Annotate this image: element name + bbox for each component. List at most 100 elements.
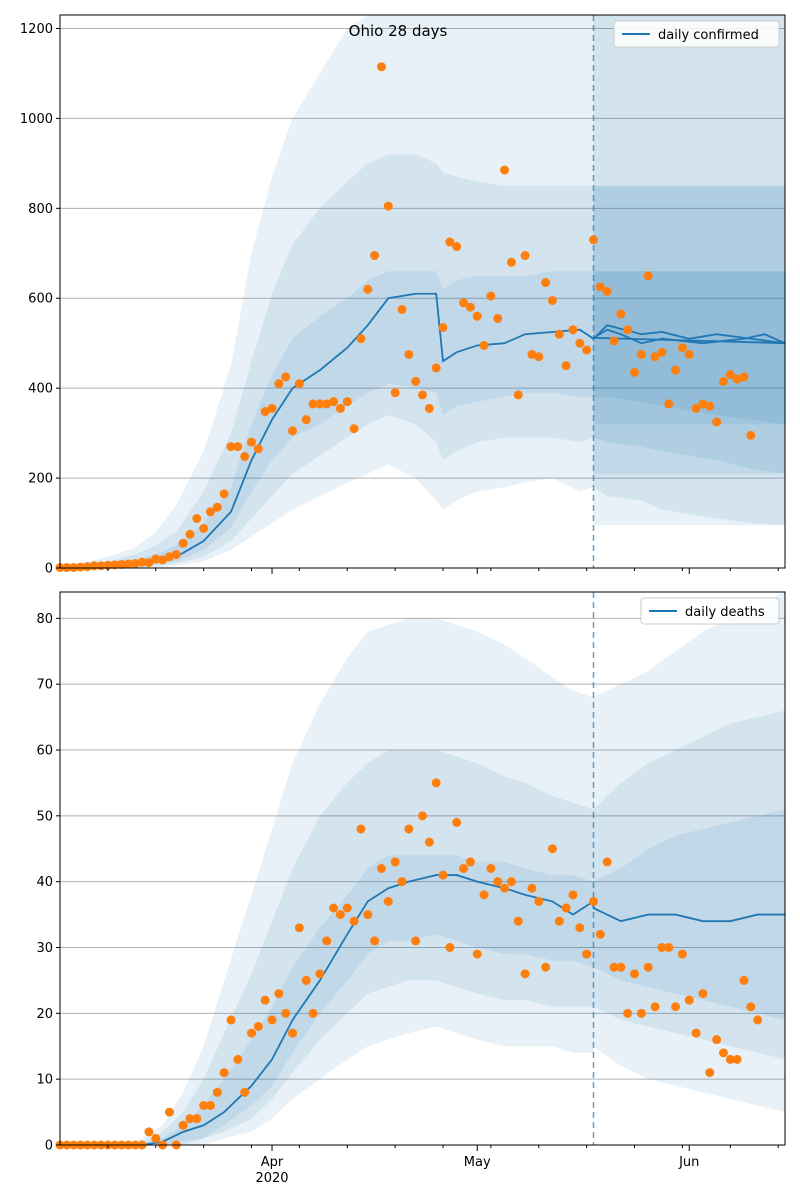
data-point xyxy=(616,309,626,319)
data-point xyxy=(308,399,318,409)
y-tick-label: 80 xyxy=(36,612,53,627)
data-point xyxy=(253,444,263,454)
data-point xyxy=(404,824,414,834)
data-point xyxy=(547,844,557,854)
data-point xyxy=(725,1054,735,1064)
data-point xyxy=(582,345,592,355)
data-point xyxy=(561,903,571,913)
data-point xyxy=(493,877,503,887)
forecast-band xyxy=(593,592,785,1113)
data-point xyxy=(212,1087,222,1097)
data-point xyxy=(397,304,407,314)
data-point xyxy=(486,291,496,301)
data-point xyxy=(664,399,674,409)
data-point xyxy=(199,1101,209,1110)
data-point xyxy=(349,916,359,926)
data-point xyxy=(561,361,571,371)
data-point xyxy=(397,877,407,887)
data-point xyxy=(281,372,291,382)
y-tick-label: 20 xyxy=(36,1007,53,1022)
data-point xyxy=(411,376,421,386)
data-point xyxy=(424,403,434,413)
data-point xyxy=(219,1068,229,1078)
legend-label: daily deaths xyxy=(685,605,765,620)
x-tick-label: Apr xyxy=(261,1155,284,1170)
forecast-band xyxy=(593,710,785,1060)
uncertainty-band xyxy=(60,618,594,1145)
forecast-band xyxy=(593,809,785,1020)
data-point xyxy=(76,562,86,572)
data-point xyxy=(472,949,482,959)
axes-frame xyxy=(59,591,786,1146)
data-point xyxy=(541,962,551,972)
data-point xyxy=(151,554,161,564)
y-tick-label: 70 xyxy=(36,678,53,693)
data-point xyxy=(602,857,612,867)
data-point xyxy=(657,943,667,952)
data-point xyxy=(554,329,564,339)
data-point xyxy=(520,969,530,979)
data-point xyxy=(718,1048,728,1058)
data-point xyxy=(322,936,332,946)
data-point xyxy=(356,334,366,344)
data-point xyxy=(465,857,475,867)
y-tick-label: 60 xyxy=(36,744,53,759)
data-point xyxy=(506,877,516,887)
data-point xyxy=(616,962,626,972)
data-point xyxy=(424,837,434,847)
data-point xyxy=(376,62,386,72)
y-tick-label: 0 xyxy=(45,562,53,577)
x-tick-label: May xyxy=(464,1155,491,1170)
data-point xyxy=(513,916,523,926)
data-point xyxy=(445,237,455,247)
data-point xyxy=(123,559,133,569)
data-point xyxy=(534,352,544,362)
y-tick-label: 0 xyxy=(45,1139,53,1154)
data-point xyxy=(376,864,386,873)
data-point xyxy=(643,271,653,281)
data-point xyxy=(390,388,400,398)
figure-title: Ohio 28 days xyxy=(349,22,448,40)
data-point xyxy=(575,338,585,348)
data-point xyxy=(500,165,510,175)
data-point xyxy=(677,343,687,353)
data-point xyxy=(459,298,469,308)
data-point xyxy=(691,1028,701,1038)
data-point xyxy=(636,1008,646,1018)
data-point xyxy=(575,923,585,933)
y-tick-label: 1000 xyxy=(20,112,53,127)
data-point xyxy=(527,883,537,893)
data-point xyxy=(431,363,441,373)
data-point xyxy=(110,560,120,570)
data-point xyxy=(363,284,373,294)
data-point xyxy=(301,415,311,425)
data-point xyxy=(486,864,496,873)
data-point xyxy=(342,397,352,407)
data-point xyxy=(671,365,681,375)
data-point xyxy=(260,995,270,1005)
data-point xyxy=(137,557,147,567)
data-point xyxy=(219,489,229,499)
data-point xyxy=(739,975,749,985)
data-point xyxy=(260,407,270,417)
data-point xyxy=(534,896,544,906)
data-point xyxy=(267,1015,277,1025)
data-point xyxy=(288,1028,298,1038)
data-point xyxy=(171,550,181,560)
data-point xyxy=(630,969,640,979)
data-point xyxy=(479,890,489,900)
data-point xyxy=(301,975,311,985)
data-point xyxy=(465,302,475,312)
data-point xyxy=(363,910,373,920)
forecast-band xyxy=(593,15,785,526)
data-point xyxy=(370,251,380,261)
data-point xyxy=(698,399,708,409)
y-tick-label: 40 xyxy=(36,875,53,890)
x-tick-label: Jun xyxy=(678,1155,699,1170)
data-point xyxy=(438,322,448,332)
y-tick-label: 30 xyxy=(36,941,53,956)
data-point xyxy=(247,1028,257,1038)
data-point xyxy=(233,1054,243,1064)
